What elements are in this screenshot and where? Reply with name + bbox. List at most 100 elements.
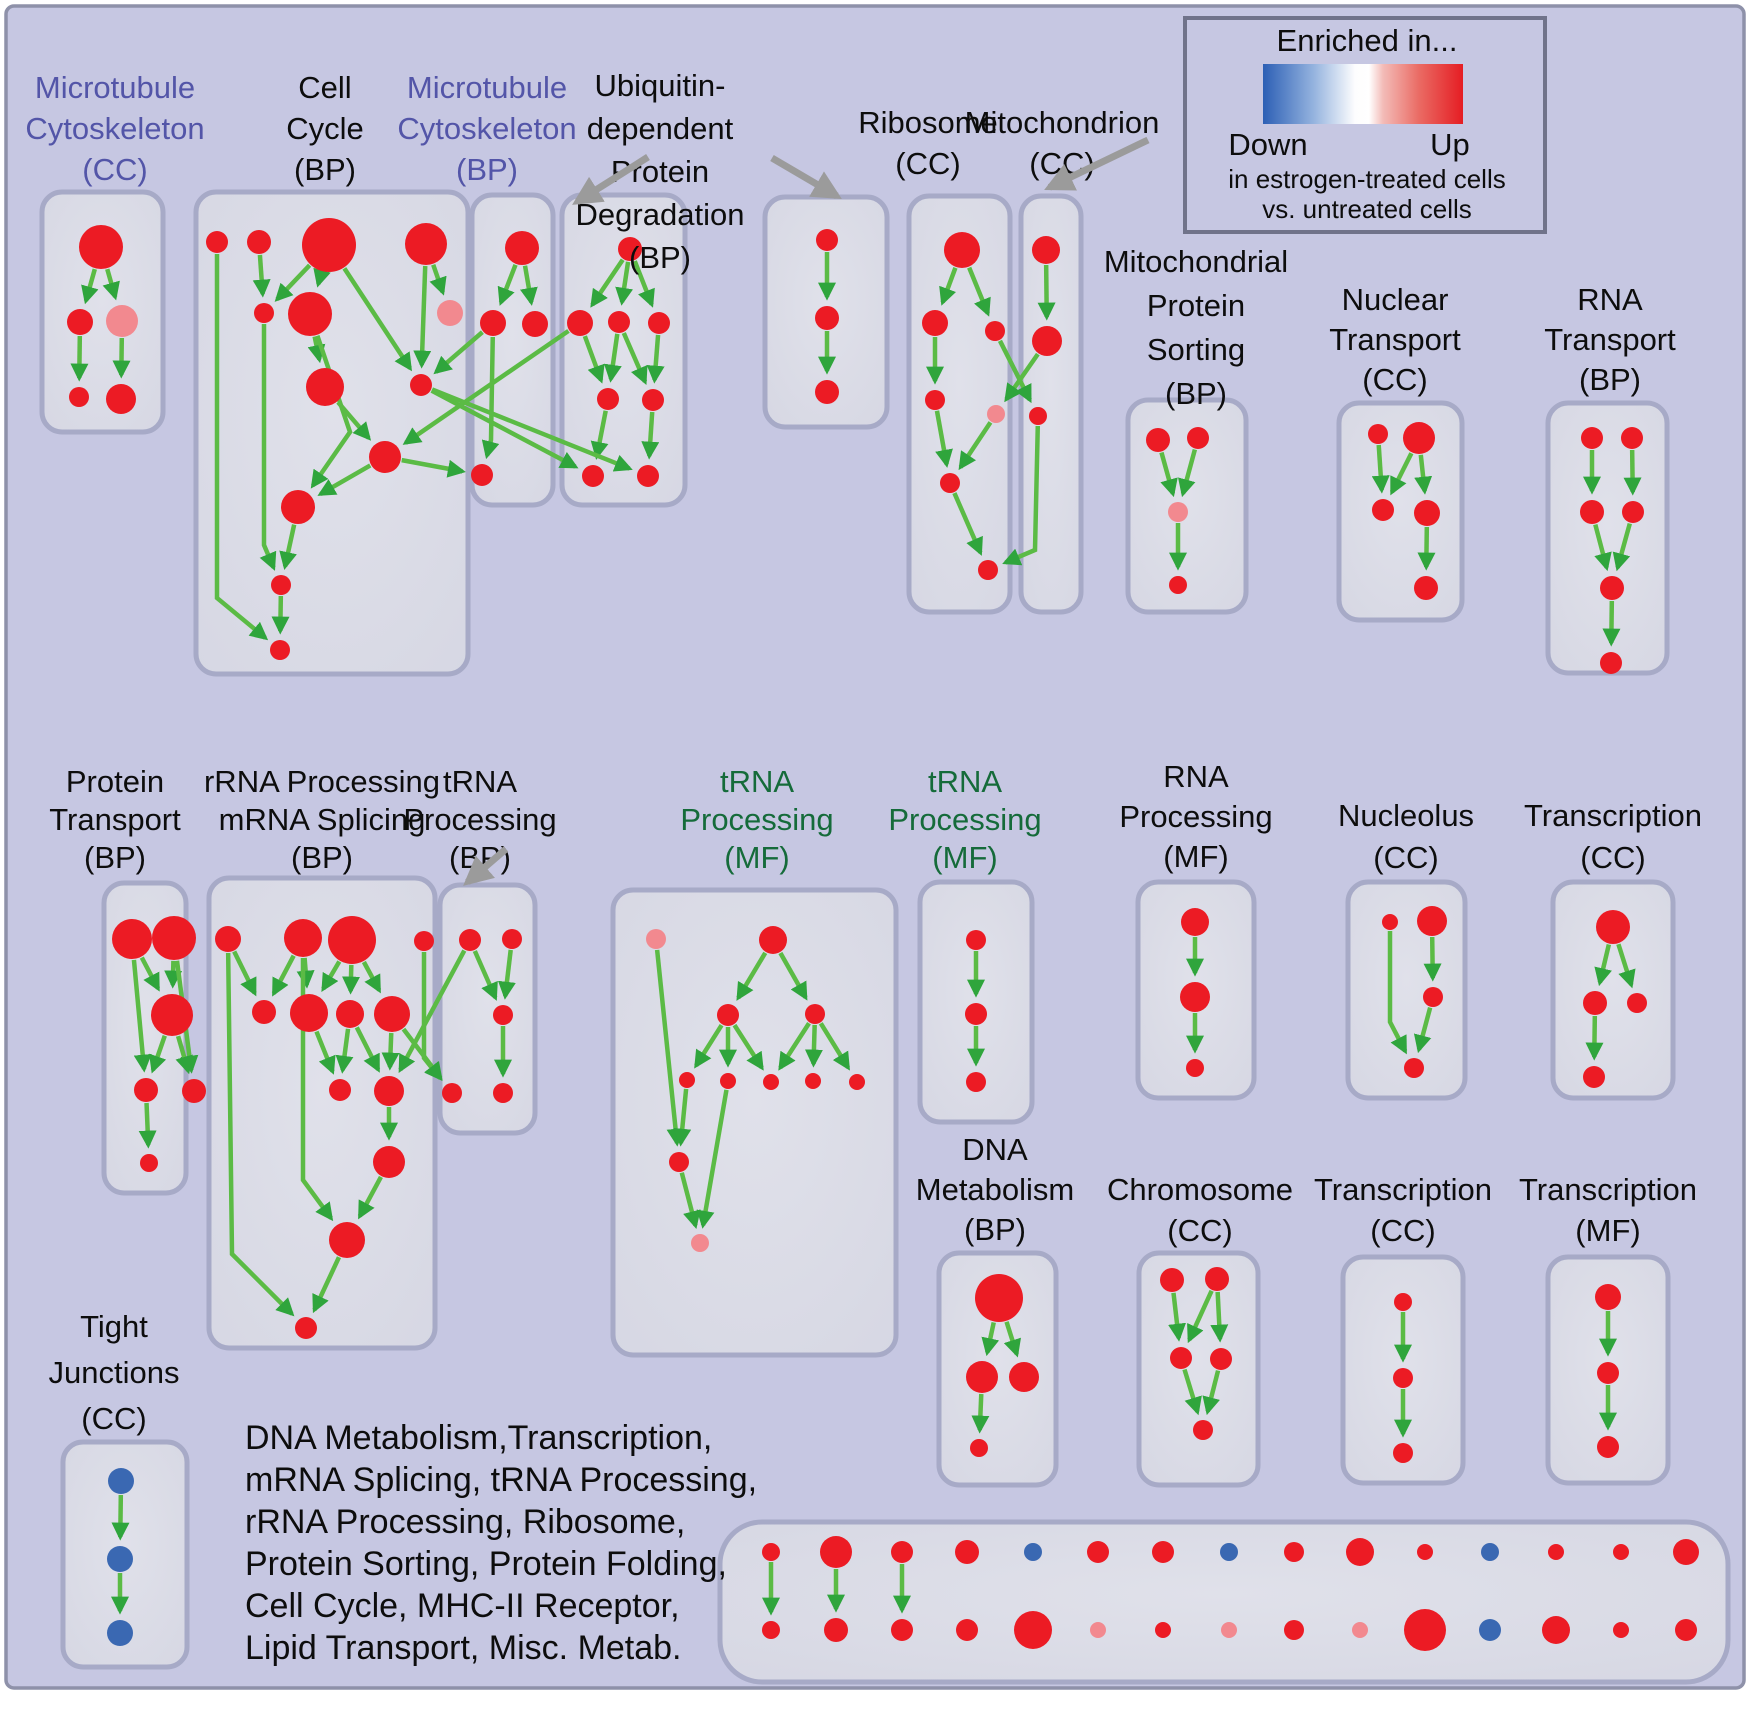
edge-arrow [696, 1089, 729, 1229]
node-trna-processing-mf-large-3 [805, 1004, 825, 1024]
cluster-label-nuclear-transport: Nuclear [1342, 282, 1449, 317]
edge-arrow [1168, 1292, 1186, 1342]
edge-arrow [603, 333, 622, 383]
edge-arrow [313, 267, 331, 288]
cluster-label-trna-processing-mf-small: (MF) [932, 840, 997, 875]
edge-arrow [971, 1393, 990, 1434]
node-trna-processing-bp-3 [442, 1083, 462, 1103]
cluster-label-trna-processing-bp: Processing [403, 802, 556, 837]
cluster-box-trna-processing-mf-small [917, 879, 1035, 1125]
legend-caption-line1: in estrogen-treated cells [1228, 164, 1505, 194]
cluster-label-trna-processing-bp: tRNA [443, 764, 517, 799]
edge-arrow [1387, 931, 1408, 1055]
edge-arrow [381, 1032, 400, 1071]
edge-arrow [1612, 522, 1632, 572]
edge-arrow [958, 421, 993, 471]
node-nuclear-transport-3 [1414, 500, 1440, 526]
edge-arrow [497, 949, 516, 1000]
cluster-label-protein-transport: Protein [66, 764, 164, 799]
arrow-to-ubiquitin-left-box [572, 154, 650, 205]
cluster-label-mito-protein-sorting: Protein [1147, 288, 1245, 323]
node-ubiq-deg-left-6 [582, 465, 604, 487]
edge-arrow [1159, 451, 1178, 498]
node-cell-cycle-7 [306, 368, 344, 406]
edge-arrow [139, 956, 161, 992]
edge-arrow [321, 960, 342, 992]
node-cell-cycle-3 [405, 223, 447, 265]
misc-category-text: Lipid Transport, Misc. Metab. [245, 1629, 682, 1667]
node-chromosome-2 [1170, 1347, 1192, 1369]
node-trna-processing-mf-small-2 [966, 1072, 986, 1092]
edge-arrow [354, 1026, 381, 1073]
cluster-label-rna-processing-mf: (MF) [1163, 839, 1228, 874]
node-ubiq-deg-right-2 [815, 380, 839, 404]
node-trna-processing-mf-large-1 [759, 926, 787, 954]
node-tight-junctions-2 [107, 1620, 133, 1646]
cluster-label-protein-transport: Transport [49, 802, 181, 837]
edge-arrow [967, 266, 991, 317]
node-chromosome-4 [1193, 1420, 1213, 1440]
cluster-label-nucleolus: Nucleolus [1338, 798, 1474, 833]
edge-arrow [481, 336, 500, 460]
node-transcription-cc-mid-3 [1583, 1066, 1605, 1088]
node-rrna-processing-mrna-splicing-3 [414, 931, 434, 951]
node-nuclear-transport-2 [1372, 499, 1394, 521]
node-rrna-processing-mrna-splicing-8 [329, 1079, 351, 1101]
node-trna-processing-mf-large-7 [805, 1073, 821, 1089]
edge-arrow [175, 1035, 193, 1075]
legend-title: Enriched in... [1277, 23, 1458, 58]
edge-arrow [1182, 1368, 1202, 1416]
node-trna-processing-mf-large-8 [849, 1074, 865, 1090]
node-nuclear-transport-0 [1368, 424, 1388, 444]
edge-arrow [621, 332, 648, 385]
node-chromosome-0 [1160, 1268, 1184, 1292]
edge-arrow [1593, 523, 1612, 572]
edge-arrow [679, 1172, 701, 1230]
edge-arrow [312, 1256, 342, 1314]
node-ribosome-3 [925, 390, 945, 410]
legend-frame [1183, 16, 1547, 234]
edge-arrow [981, 1321, 1000, 1357]
cluster-label-transcription-cc-mid: Transcription [1524, 798, 1702, 833]
edge-arrow [582, 335, 605, 384]
edge-arrow [732, 1023, 764, 1071]
node-ubiq-deg-left-0 [618, 237, 642, 261]
edge-arrow [1585, 1015, 1604, 1061]
cluster-label-rna-processing-mf: RNA [1163, 759, 1229, 794]
cluster-label-trna-processing-mf-large: Processing [680, 802, 833, 837]
edge-arrow [615, 261, 634, 306]
cluster-label-trna-processing-mf-large: (MF) [724, 840, 789, 875]
node-cell-cycle-8 [410, 374, 432, 396]
cluster-label-microtubule-bp: (BP) [456, 152, 518, 187]
node-rna-transport-1 [1621, 427, 1643, 449]
cluster-label-rna-transport: Transport [1544, 322, 1676, 357]
edge-arrow [342, 267, 412, 372]
node-transcription-mf-1 [1597, 1362, 1619, 1384]
edge-arrow [1594, 943, 1612, 987]
node-microtubule-cc-3 [69, 387, 89, 407]
edge-arrow [590, 258, 625, 308]
cluster-label-microtubule-cc: (CC) [82, 152, 147, 187]
edge-arrow [818, 1022, 850, 1071]
edge-arrow [694, 1023, 724, 1069]
node-misc-combined-11 [1481, 1543, 1499, 1561]
edge-arrow [225, 952, 295, 1317]
misc-category-text: mRNA Splicing, tRNA Processing, [245, 1461, 757, 1499]
edge-arrow [673, 1088, 692, 1147]
edge-arrow [497, 263, 518, 306]
node-misc-combined-9 [1346, 1538, 1374, 1566]
node-transcription-cc-bottom-0 [1394, 1293, 1412, 1311]
node-misc-combined-6 [1152, 1541, 1174, 1563]
node-dna-metabolism-1 [966, 1361, 998, 1393]
cluster-box-mito-protein-sorting [1125, 397, 1249, 615]
node-microtubule-cc-0 [79, 225, 123, 269]
edge-arrow [1389, 452, 1414, 496]
node-tight-junctions-1 [107, 1546, 133, 1572]
edge-arrow [934, 410, 953, 468]
cluster-label-mito-protein-sorting: Mitochondrial [1104, 244, 1288, 279]
cluster-label-rrna-processing-mrna-splicing: (BP) [291, 840, 353, 875]
node-trna-processing-mf-large-0 [646, 929, 666, 949]
edge-arrow [317, 463, 372, 496]
edge-arrow [1423, 936, 1442, 982]
